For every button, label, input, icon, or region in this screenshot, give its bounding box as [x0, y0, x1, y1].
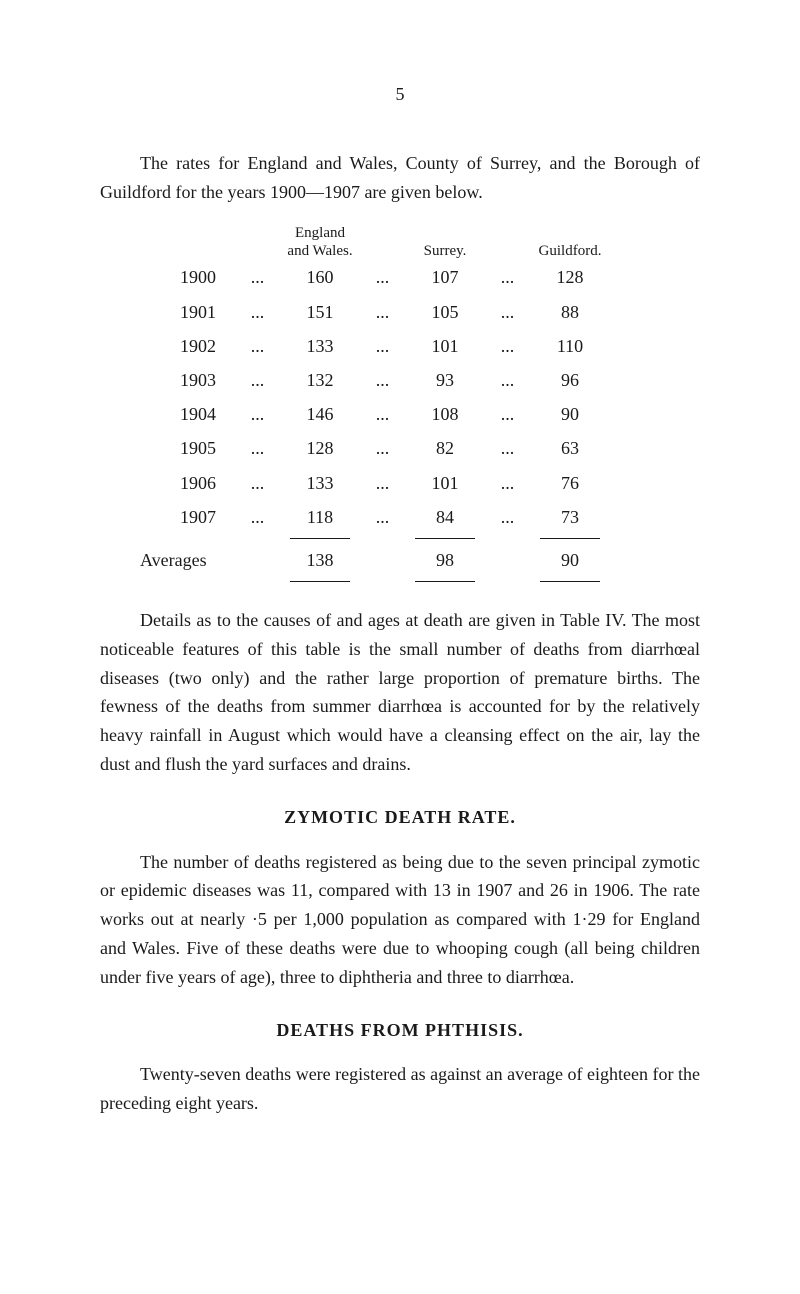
surrey-cell: 93 [400, 363, 490, 397]
ellipsis: ... [490, 329, 525, 363]
year-cell: 1906 [100, 466, 240, 500]
ellipsis: ... [365, 397, 400, 431]
england-cell: 133 [275, 329, 365, 363]
ellipsis: ... [240, 431, 275, 465]
ellipsis: ... [365, 260, 400, 294]
guildford-cell: 110 [525, 329, 615, 363]
surrey-cell: 101 [400, 466, 490, 500]
phthisis-paragraph: Twenty-seven deaths were registered as a… [100, 1060, 700, 1118]
page-number: 5 [100, 80, 700, 109]
phthisis-section-title: DEATHS FROM PHTHISIS. [100, 1016, 700, 1045]
guildford-cell: 73 [525, 500, 615, 534]
zymotic-paragraph: The number of deaths registered as being… [100, 848, 700, 992]
guildford-cell: 96 [525, 363, 615, 397]
ellipsis: ... [490, 260, 525, 294]
england-cell: 133 [275, 466, 365, 500]
england-cell: 151 [275, 295, 365, 329]
ellipsis: ... [240, 397, 275, 431]
year-cell: 1900 [100, 260, 240, 294]
ellipsis: ... [240, 466, 275, 500]
guildford-cell: 63 [525, 431, 615, 465]
surrey-cell: 84 [400, 500, 490, 534]
table-row: 1900 ... 160 ... 107 ... 128 [100, 260, 700, 294]
ellipsis: ... [365, 466, 400, 500]
england-cell: 146 [275, 397, 365, 431]
intro-paragraph: The rates for England and Wales, County … [100, 149, 700, 207]
avg-england: 138 [275, 543, 365, 577]
ellipsis: ... [490, 363, 525, 397]
avg-guildford: 90 [525, 543, 615, 577]
table-row: 1902 ... 133 ... 101 ... 110 [100, 329, 700, 363]
surrey-cell: 107 [400, 260, 490, 294]
averages-row: Averages 138 98 90 [100, 543, 700, 577]
avg-surrey: 98 [400, 543, 490, 577]
table-rule [100, 577, 700, 586]
header-england-1: England [295, 224, 345, 242]
table-row: 1901 ... 151 ... 105 ... 88 [100, 295, 700, 329]
table-row: 1905 ... 128 ... 82 ... 63 [100, 431, 700, 465]
header-guildford: Guildford. [525, 242, 615, 260]
surrey-cell: 105 [400, 295, 490, 329]
england-cell: 132 [275, 363, 365, 397]
ellipsis: ... [240, 260, 275, 294]
table-row: 1904 ... 146 ... 108 ... 90 [100, 397, 700, 431]
year-cell: 1904 [100, 397, 240, 431]
header-england-2: and Wales. [287, 242, 352, 260]
england-cell: 128 [275, 431, 365, 465]
ellipsis: ... [490, 466, 525, 500]
details-paragraph: Details as to the causes of and ages at … [100, 606, 700, 779]
ellipsis: ... [240, 500, 275, 534]
guildford-cell: 90 [525, 397, 615, 431]
surrey-cell: 82 [400, 431, 490, 465]
ellipsis: ... [365, 431, 400, 465]
table-row: 1907 ... 118 ... 84 ... 73 [100, 500, 700, 534]
averages-label: Averages [100, 543, 275, 577]
surrey-cell: 101 [400, 329, 490, 363]
ellipsis: ... [490, 431, 525, 465]
ellipsis: ... [240, 363, 275, 397]
ellipsis: ... [365, 363, 400, 397]
table-rule [100, 534, 700, 543]
england-cell: 118 [275, 500, 365, 534]
england-cell: 160 [275, 260, 365, 294]
year-cell: 1907 [100, 500, 240, 534]
header-surrey: Surrey. [400, 242, 490, 260]
guildford-cell: 128 [525, 260, 615, 294]
ellipsis: ... [365, 500, 400, 534]
table-header-row: England and Wales. Surrey. Guildford. [100, 224, 700, 260]
year-cell: 1903 [100, 363, 240, 397]
ellipsis: ... [365, 295, 400, 329]
ellipsis: ... [240, 295, 275, 329]
ellipsis: ... [490, 500, 525, 534]
ellipsis: ... [490, 295, 525, 329]
table-row: 1903 ... 132 ... 93 ... 96 [100, 363, 700, 397]
ellipsis: ... [490, 397, 525, 431]
year-cell: 1905 [100, 431, 240, 465]
rates-table: England and Wales. Surrey. Guildford. 19… [100, 224, 700, 586]
table-row: 1906 ... 133 ... 101 ... 76 [100, 466, 700, 500]
year-cell: 1902 [100, 329, 240, 363]
ellipsis: ... [365, 329, 400, 363]
zymotic-section-title: ZYMOTIC DEATH RATE. [100, 803, 700, 832]
year-cell: 1901 [100, 295, 240, 329]
surrey-cell: 108 [400, 397, 490, 431]
ellipsis: ... [240, 329, 275, 363]
guildford-cell: 88 [525, 295, 615, 329]
guildford-cell: 76 [525, 466, 615, 500]
